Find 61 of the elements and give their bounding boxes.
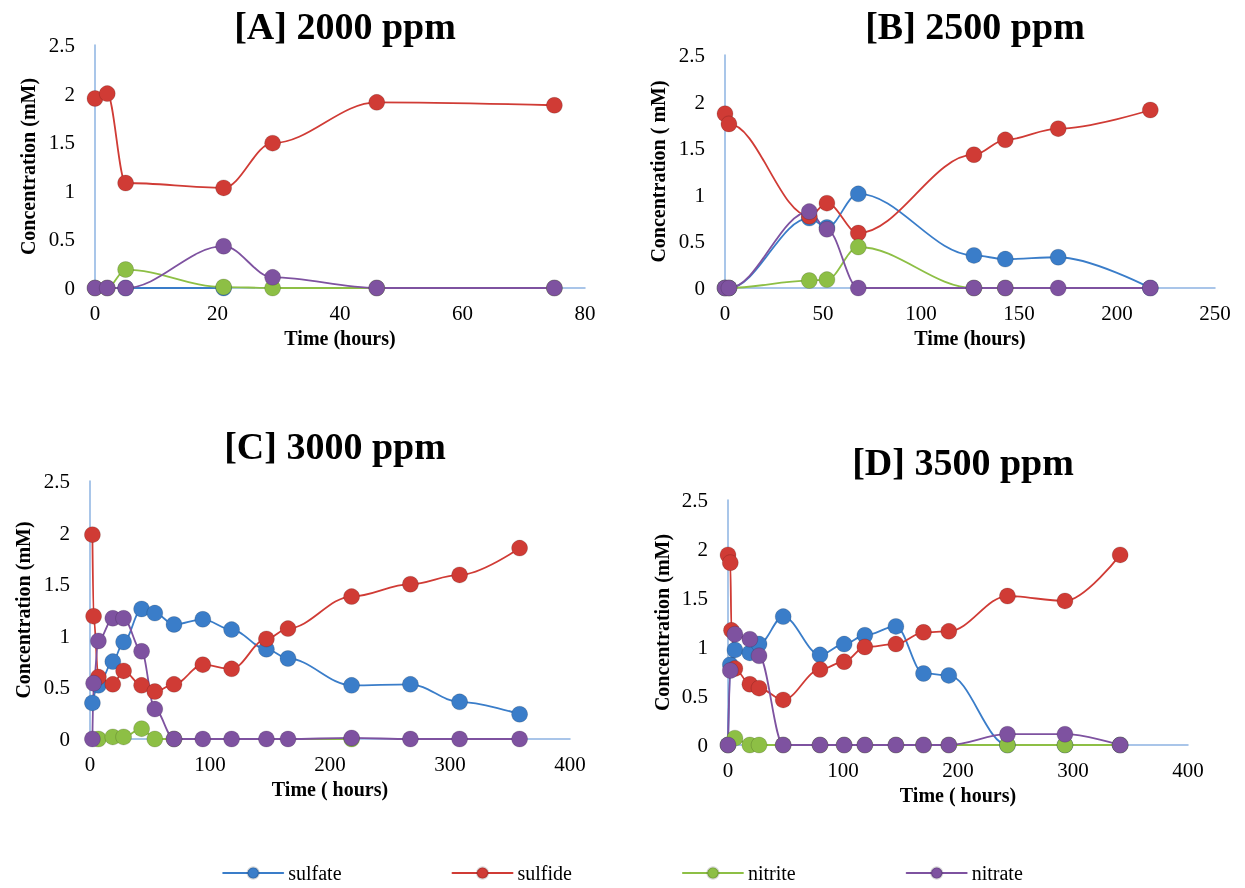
legend-label: nitrite [747,862,796,884]
x-tick-label: 300 [434,751,466,776]
y-tick-label: 0 [59,727,70,751]
chart-title: [D] 3500 ppm [852,441,1074,483]
y-tick-label: 1 [697,635,708,659]
x-tick-label: 100 [827,757,859,782]
x-tick-label: 0 [722,757,734,782]
y-axis-title: Concentration (mM) [11,521,35,699]
x-tick-label: 60 [452,300,473,325]
legend-label: nitrate [971,862,1023,884]
x-tick-label: 200 [314,751,346,776]
legend-label: sulfate [288,862,342,884]
x-axis-title: Time (hours) [914,326,1026,350]
y-tick-label: 1.5 [43,572,70,597]
y-tick-label: 2.5 [43,469,70,493]
y-tick-label: 2.5 [48,33,75,57]
chart-title: [C] 3000 ppm [224,425,446,467]
legend-label: sulfide [517,862,573,884]
y-tick-label: 2 [697,537,708,561]
y-tick-label: 2 [64,81,75,106]
x-axis-title: Time ( hours) [899,783,1017,807]
y-tick-label: 0 [694,276,705,300]
x-axis-title: Time (hours) [284,326,396,350]
y-tick-label: 1.5 [48,130,75,155]
x-tick-label: 200 [1101,300,1133,325]
chart-title: [A] 2000 ppm [234,5,456,47]
x-tick-label: 150 [1003,300,1035,325]
x-tick-label: 0 [84,751,96,776]
y-axis-title: Concentration ( mM) [646,80,670,263]
x-tick-label: 0 [89,300,101,325]
y-tick-label: 0.5 [43,675,70,700]
chart-title: [B] 2500 ppm [865,5,1085,47]
y-tick-label: 2.5 [678,43,705,67]
x-tick-label: 50 [812,300,834,325]
x-tick-label: 80 [574,300,596,325]
y-tick-label: 0.5 [681,684,708,708]
x-tick-label: 20 [207,300,228,325]
x-tick-label: 400 [554,751,586,776]
y-tick-label: 1 [694,182,705,207]
y-tick-label: 2 [59,520,70,545]
x-tick-label: 100 [905,300,937,325]
x-tick-label: 0 [719,300,731,325]
x-tick-label: 400 [1172,757,1204,782]
x-axis-title: Time ( hours) [271,777,389,801]
x-tick-label: 300 [1057,757,1089,782]
y-axis-title: Concentration (mM) [16,77,40,256]
y-tick-label: 1 [64,178,75,203]
x-tick-label: 200 [942,757,974,782]
y-tick-label: 2 [694,89,705,114]
y-tick-label: 0.5 [48,227,75,252]
x-tick-label: 250 [1199,300,1231,325]
y-tick-label: 0.5 [678,229,705,254]
x-tick-label: 40 [329,300,351,325]
y-tick-label: 1.5 [681,586,708,610]
y-tick-label: 0 [697,733,708,757]
y-tick-label: 0 [64,276,75,300]
y-axis-title: Concentration (mM) [651,533,674,712]
x-tick-label: 100 [194,751,226,776]
y-tick-label: 1 [59,623,70,648]
y-tick-label: 1.5 [678,136,705,161]
y-tick-label: 2.5 [681,488,708,512]
